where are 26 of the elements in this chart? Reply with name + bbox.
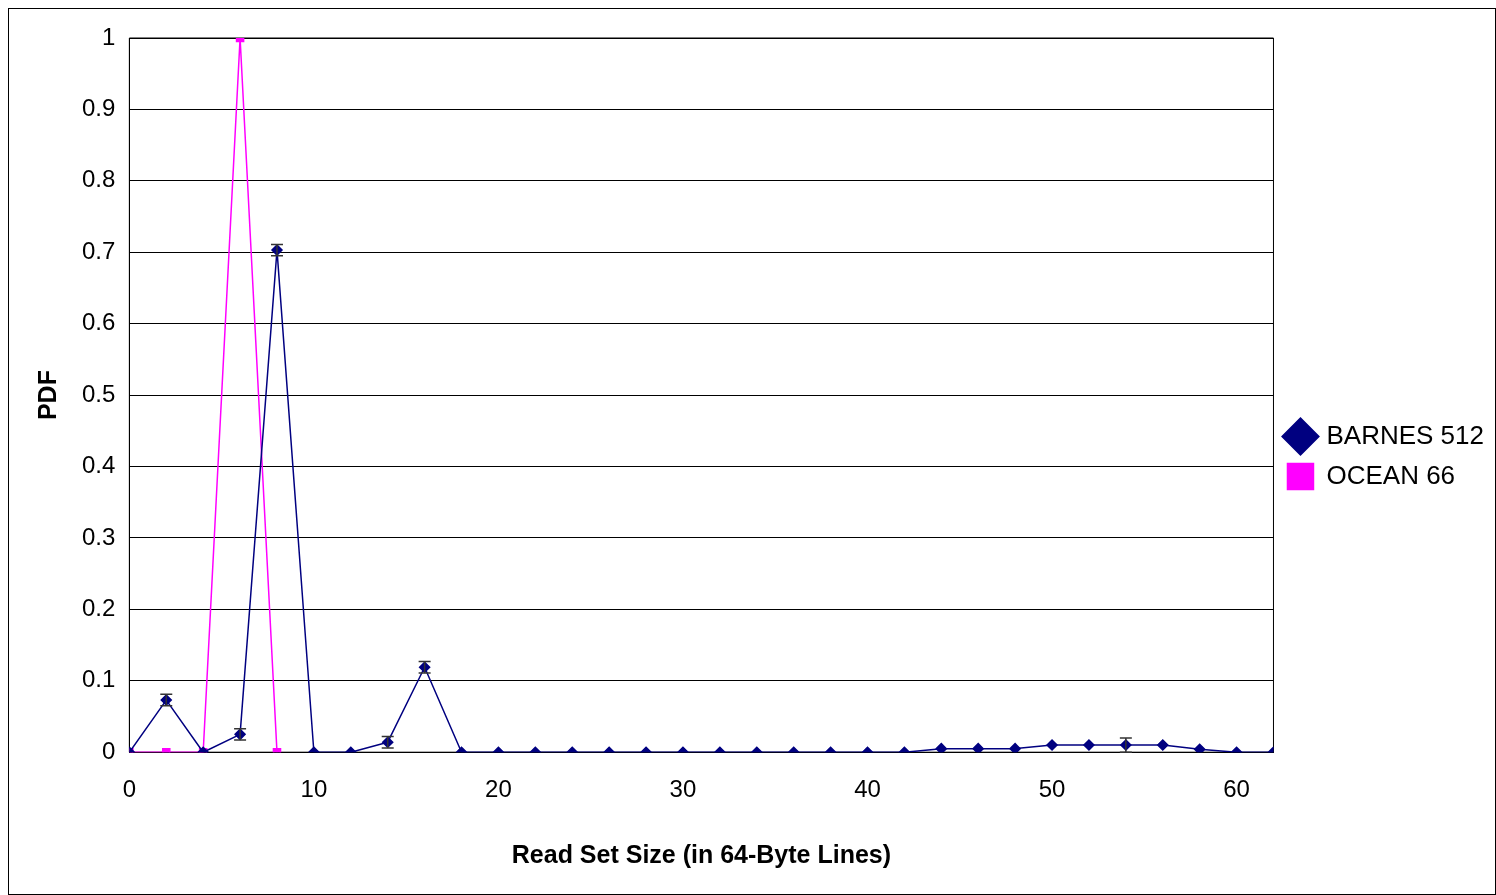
y-axis-title: PDF (32, 370, 61, 421)
point (972, 742, 984, 753)
y-tick-label: 0.3 (81, 522, 116, 550)
y-tick-label: 0.1 (81, 665, 116, 693)
x-tick-label: 0 (122, 775, 137, 803)
point (1009, 742, 1021, 753)
x-tick-label: 50 (1038, 775, 1066, 803)
x-tick-label: 40 (854, 775, 881, 803)
x-tick-label: 60 (1223, 775, 1250, 803)
x-tick-label: 30 (669, 775, 697, 803)
x-tick-label: 10 (300, 775, 328, 803)
x-axis-title: Read Set Size (in 64-Byte Lines) (511, 839, 892, 868)
y-tick-label: 0.5 (81, 379, 116, 407)
y-tick-label: 1 (102, 22, 116, 50)
legend-label: OCEAN 66 (1326, 459, 1456, 490)
legend-label: BARNES 512 (1326, 419, 1485, 450)
point (935, 742, 948, 753)
point (1193, 743, 1206, 753)
y-tick-label: 0.4 (81, 451, 116, 479)
x-tick-label: 20 (485, 775, 512, 803)
y-tick-label: 0.9 (81, 94, 116, 122)
y-tick-label: 0.2 (81, 593, 116, 621)
y-tick-label: 0.6 (81, 308, 116, 336)
y-tick-label: 0 (102, 736, 116, 764)
y-tick-label: 0.7 (81, 236, 116, 264)
y-tick-label: 0.8 (81, 165, 116, 193)
